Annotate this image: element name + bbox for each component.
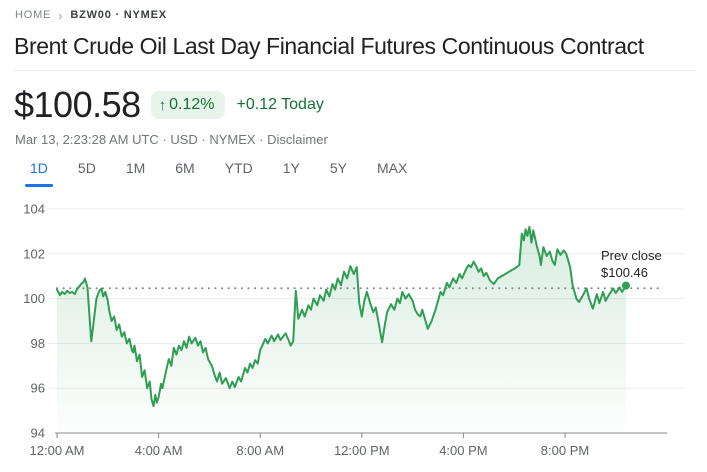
tab-1y-label: 1Y xyxy=(282,160,300,176)
x-tick-label: 4:00 PM xyxy=(439,443,487,458)
current-price: $100.58 xyxy=(14,84,141,125)
quote-timestamp: Mar 13, 2:23:28 AM UTC · USD · NYMEX · xyxy=(15,132,268,147)
chevron-right-icon: › xyxy=(58,7,64,23)
y-tick-label: 102 xyxy=(23,246,45,261)
tab-5d-label: 5D xyxy=(77,160,96,176)
tab-max-label: MAX xyxy=(376,160,408,176)
y-tick-label: 104 xyxy=(23,202,45,217)
y-tick-label: 94 xyxy=(31,426,45,441)
price-chart-area: 94 96 98 100 102 104 12:00 AM 4:00 AM 8:00 AM 12:… xyxy=(0,195,707,467)
x-tick-label: 8:00 AM xyxy=(236,443,284,458)
tab-ytd[interactable]: YTD xyxy=(225,155,253,187)
tab-6m[interactable]: 6M xyxy=(175,155,194,187)
tab-5d[interactable]: 5D xyxy=(78,155,96,187)
selected-tab-underline xyxy=(25,184,53,187)
quote-header: $100.58 ↑ 0.12% +0.12 Today xyxy=(14,84,324,126)
title-divider xyxy=(14,70,697,71)
breadcrumb-ticker: BZW00 · NYMEX xyxy=(70,9,167,21)
change-percent-value: 0.12% xyxy=(169,96,215,113)
tab-5y[interactable]: 5Y xyxy=(330,155,347,187)
tab-1d[interactable]: 1D xyxy=(25,155,53,187)
change-absolute: +0.12 Today xyxy=(236,96,324,113)
last-price-dot xyxy=(621,281,630,290)
tab-1m[interactable]: 1M xyxy=(126,155,145,187)
page-title: Brent Crude Oil Last Day Financial Futur… xyxy=(14,33,644,59)
change-percent-badge: ↑ 0.12% xyxy=(150,91,225,119)
price-chart[interactable]: 94 96 98 100 102 104 12:00 AM 4:00 AM 8:00 AM 12:… xyxy=(0,195,707,467)
prev-close-value: $100.46 xyxy=(601,265,648,280)
tab-6m-label: 6M xyxy=(175,160,195,176)
x-tick-label: 8:00 PM xyxy=(541,443,589,458)
y-tick-label: 100 xyxy=(23,291,45,306)
arrow-up-icon: ↑ xyxy=(158,96,167,114)
prev-close-annotation: Prev close $100.46 xyxy=(601,247,662,281)
quote-meta: Mar 13, 2:23:28 AM UTC · USD · NYMEX · D… xyxy=(15,132,328,147)
breadcrumb-home-link[interactable]: HOME xyxy=(15,9,52,21)
tab-1y[interactable]: 1Y xyxy=(283,155,300,187)
y-tick-label: 96 xyxy=(31,381,45,396)
x-tick-label: 12:00 AM xyxy=(30,443,85,458)
x-tick-label: 4:00 AM xyxy=(135,443,183,458)
prev-close-label: Prev close xyxy=(601,248,662,263)
breadcrumb: HOME › BZW00 · NYMEX xyxy=(15,7,167,23)
tab-5y-label: 5Y xyxy=(329,160,347,176)
tab-1m-label: 1M xyxy=(125,160,146,176)
tab-ytd-label: YTD xyxy=(224,160,253,176)
price-line xyxy=(56,225,627,408)
price-area-fill xyxy=(57,226,626,433)
y-tick-label: 98 xyxy=(31,336,45,351)
x-tick-label: 12:00 PM xyxy=(334,443,390,458)
disclaimer-link[interactable]: Disclaimer xyxy=(267,132,328,147)
range-tab-bar: 1D 5D 1M 6M YTD 1Y 5Y MAX xyxy=(25,155,407,187)
tab-max[interactable]: MAX xyxy=(377,155,407,187)
tab-1d-label: 1D xyxy=(30,160,48,176)
